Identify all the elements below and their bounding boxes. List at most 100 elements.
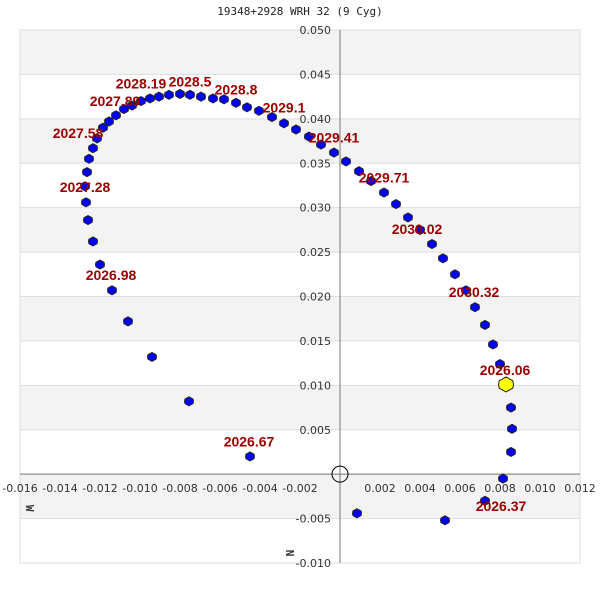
y-tick-label: 0.005: [300, 424, 332, 437]
orbit-point: [153, 91, 165, 102]
orbit-point: [290, 124, 302, 135]
orbit-point: [266, 111, 278, 123]
y-axis-label: N: [284, 550, 297, 557]
epoch-label: 2027.89: [90, 93, 141, 109]
orbit-point: [87, 143, 99, 154]
orbit-point: [494, 358, 506, 370]
x-tick-label: -0.014: [42, 482, 77, 495]
y-tick-label: 0.025: [300, 246, 332, 259]
orbit-point: [479, 495, 491, 506]
orbit-point: [135, 95, 147, 107]
epoch-label: 2026.67: [224, 433, 275, 449]
orbit-point: [315, 139, 327, 150]
orbit-point: [487, 339, 499, 350]
orbit-point: [340, 156, 352, 167]
orbit-point: [365, 175, 377, 187]
orbit-point: [126, 100, 138, 111]
x-tick-label: 0.010: [524, 482, 556, 495]
grid-band: [20, 474, 580, 519]
plot-frame: [19, 29, 581, 564]
orbit-point: [195, 91, 207, 102]
grid-band: [20, 30, 580, 75]
orbit-point: [351, 508, 363, 519]
orbit-point: [505, 402, 517, 413]
orbit-point: [207, 93, 219, 104]
orbit-point: [241, 102, 253, 113]
orbit-point: [328, 147, 340, 158]
x-tick-label: 0.012: [564, 482, 596, 495]
grid-band: [20, 207, 580, 253]
epoch-label: 2029.71: [359, 169, 410, 185]
orbit-point: [81, 167, 93, 178]
orbit-point: [506, 423, 518, 434]
y-tick-label: -0.005: [296, 513, 331, 526]
x-tick-label: 0.008: [484, 482, 516, 495]
orbit-point: [460, 285, 472, 296]
orbit-point: [163, 89, 175, 100]
x-tick-label: -0.004: [242, 482, 277, 495]
epoch-label: 2028.19: [116, 75, 167, 91]
y-tick-label: 0.015: [300, 335, 332, 348]
epoch-label: 2029.1: [263, 99, 306, 115]
orbit-point: [146, 351, 158, 362]
x-tick-label: -0.006: [202, 482, 237, 495]
orbit-point: [82, 215, 94, 226]
current-position-point: [497, 376, 515, 393]
x-tick-label: -0.002: [282, 482, 317, 495]
y-tick-label: 0.050: [300, 24, 332, 37]
orbit-point: [103, 116, 115, 127]
orbit-point: [122, 316, 134, 327]
grid-band: [20, 118, 580, 164]
x-tick-label: -0.008: [162, 482, 197, 495]
epoch-label: 2028.5: [169, 74, 212, 90]
y-tick-label: 0.035: [300, 157, 332, 170]
x-tick-label: 0.002: [364, 482, 396, 495]
orbit-point: [97, 122, 109, 133]
orbit-point: [83, 153, 95, 164]
orbit-point: [253, 105, 265, 116]
orbit-point: [91, 133, 103, 144]
orbit-point: [437, 253, 449, 264]
x-tick-label: -0.012: [82, 482, 117, 495]
x-tick-label: 0.006: [444, 482, 476, 495]
orbit-point: [303, 131, 315, 142]
epoch-label: 2028.8: [215, 82, 258, 98]
orbit-point: [402, 212, 414, 223]
orbit-point: [94, 259, 106, 270]
orbit-point: [87, 236, 99, 247]
x-axis-label: W: [23, 505, 36, 512]
orbit-point: [497, 473, 509, 484]
orbit-point: [144, 93, 156, 104]
orbit-point: [479, 319, 491, 330]
epoch-label: 2030.32: [449, 284, 500, 300]
epoch-label: 2029.41: [309, 129, 360, 145]
orbit-point: [80, 197, 92, 208]
x-tick-label: 0.004: [404, 482, 436, 495]
orbit-point: [184, 89, 196, 100]
chart-title: 19348+2928 WRH 32 (9 Cyg): [217, 5, 383, 18]
y-tick-label: 0.040: [300, 113, 332, 126]
orbit-point: [183, 396, 195, 407]
orbit-point: [414, 224, 426, 235]
orbit-point: [106, 285, 118, 296]
y-tick-label: 0.010: [300, 379, 332, 392]
epoch-label: 2026.06: [480, 362, 531, 378]
orbit-point: [244, 451, 256, 462]
orbit-point: [378, 187, 390, 198]
grid-band: [20, 296, 580, 341]
orbit-point: [174, 88, 186, 100]
epoch-label: 2026.37: [476, 498, 527, 514]
primary-star-marker: [331, 465, 349, 483]
orbit-point: [218, 94, 230, 105]
orbit-point: [439, 515, 451, 526]
epoch-label: 2027.58: [53, 125, 104, 141]
orbit-point: [230, 97, 242, 108]
epoch-label: 2027.28: [60, 179, 111, 195]
x-tick-label: -0.010: [122, 482, 157, 495]
y-tick-label: 0.020: [300, 291, 332, 304]
orbit-point: [390, 199, 402, 210]
orbit-point: [110, 110, 122, 121]
x-tick-label: -0.016: [2, 482, 37, 495]
orbit-point: [278, 118, 290, 129]
